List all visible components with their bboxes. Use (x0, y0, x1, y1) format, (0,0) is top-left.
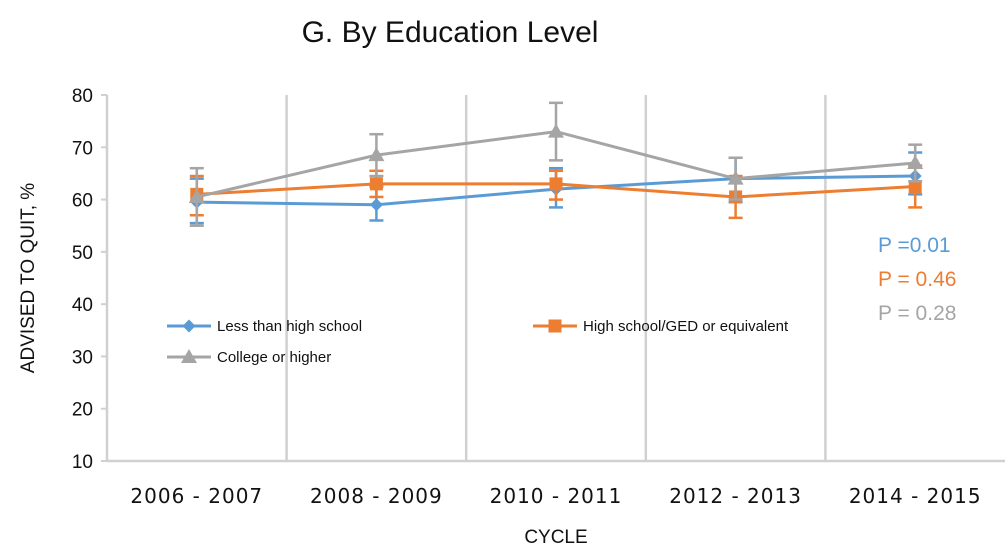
data-point-triangle (548, 123, 564, 138)
y-tick-label: 80 (72, 86, 93, 107)
y-tick-label: 40 (72, 295, 93, 316)
data-point-square (549, 177, 563, 191)
y-tick-label: 60 (72, 191, 93, 212)
data-point-square (369, 177, 383, 191)
data-point-square (908, 180, 922, 193)
y-tick-label: 30 (72, 347, 93, 368)
chart-title: G. By Education Level (302, 16, 599, 49)
axes: 10 20 30 40 50 60 70 80 2006 - 2007 2008 - 2009 20… (72, 86, 1005, 508)
legend: Less than high school High school/GED or … (167, 318, 789, 366)
legend-label: College or higher (217, 349, 331, 366)
series-group (188, 101, 924, 227)
p-value-label: P = 0.46 (878, 268, 956, 291)
p-value-label: P =0.01 (878, 234, 951, 257)
data-point-triangle (181, 349, 197, 363)
legend-label: High school/GED or equivalent (583, 318, 789, 335)
x-tick-label: 2008 - 2009 (310, 484, 443, 508)
legend-item: College or higher (167, 349, 331, 366)
y-tick-label: 10 (72, 452, 93, 473)
data-point-square (548, 319, 562, 333)
y-tick-label: 70 (72, 138, 93, 159)
p-value-label: P = 0.28 (878, 302, 956, 325)
legend-item: High school/GED or equivalent (533, 318, 789, 335)
data-point-triangle (727, 170, 744, 185)
x-tick-label: 2010 - 2011 (490, 484, 623, 508)
p-value-annotations: P =0.01 P = 0.46 P = 0.28 (878, 234, 956, 325)
data-point-triangle (368, 147, 385, 162)
x-tick-label: 2006 - 2007 (130, 484, 263, 508)
series-triangle (188, 101, 924, 227)
data-point-triangle (907, 154, 924, 169)
y-tick-label: 50 (72, 243, 93, 264)
data-point-diamond (182, 319, 196, 333)
y-axis-label: ADVISED TO QUIT, % (18, 183, 39, 374)
x-axis-label: CYCLE (524, 527, 587, 548)
legend-item: Less than high school (167, 318, 362, 335)
data-point-diamond (369, 198, 383, 212)
legend-label: Less than high school (217, 318, 362, 335)
data-point-triangle (188, 188, 205, 203)
y-tick-label: 20 (72, 400, 93, 421)
x-tick-label: 2014 - 2015 (849, 484, 982, 508)
x-tick-label: 2012 - 2013 (669, 484, 802, 508)
